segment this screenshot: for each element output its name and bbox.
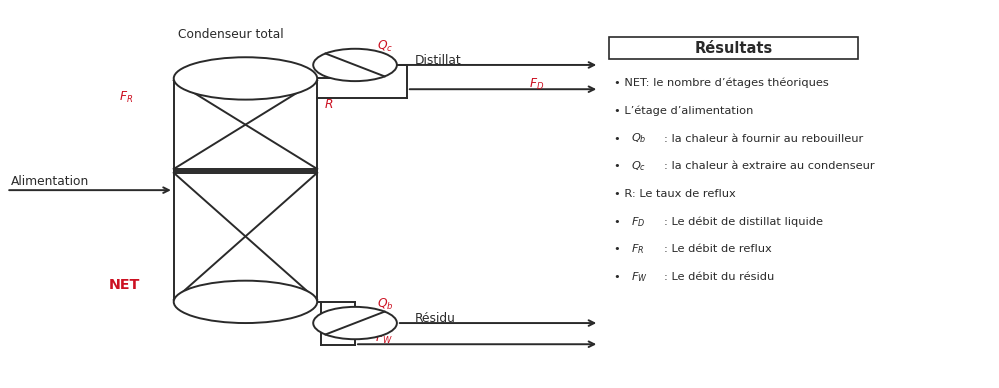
Text: • R: Le taux de reflux: • R: Le taux de reflux bbox=[614, 189, 736, 199]
Text: Résidu: Résidu bbox=[415, 312, 456, 325]
Text: $Q_b$: $Q_b$ bbox=[377, 297, 394, 312]
Text: $F_D$: $F_D$ bbox=[529, 77, 544, 92]
Text: $Q_b$: $Q_b$ bbox=[631, 132, 646, 146]
Text: Alimentation: Alimentation bbox=[11, 175, 90, 188]
Circle shape bbox=[314, 307, 397, 339]
Text: Résultats: Résultats bbox=[694, 40, 773, 55]
Text: $F_W$: $F_W$ bbox=[631, 270, 647, 284]
Ellipse shape bbox=[174, 57, 318, 100]
Text: : Le débit de reflux: : Le débit de reflux bbox=[664, 244, 771, 255]
FancyBboxPatch shape bbox=[609, 37, 858, 59]
Text: $Q_c$: $Q_c$ bbox=[631, 159, 646, 173]
Text: •: • bbox=[614, 272, 624, 282]
Text: • L’étage d’alimentation: • L’étage d’alimentation bbox=[614, 106, 753, 116]
Text: : la chaleur à fournir au rebouilleur: : la chaleur à fournir au rebouilleur bbox=[664, 133, 863, 144]
Text: $Q_c$: $Q_c$ bbox=[377, 39, 394, 54]
Text: : Le débit de distillat liquide: : Le débit de distillat liquide bbox=[664, 217, 823, 227]
Text: Condenseur total: Condenseur total bbox=[178, 28, 284, 41]
Text: NET: NET bbox=[109, 277, 140, 291]
Text: • NET: le nombre d’étages théoriques: • NET: le nombre d’étages théoriques bbox=[614, 78, 829, 88]
Text: $F_R$: $F_R$ bbox=[631, 242, 644, 256]
Text: : Le débit du résidu: : Le débit du résidu bbox=[664, 272, 774, 282]
Text: $F_R$: $F_R$ bbox=[119, 90, 133, 105]
Text: $F_W$: $F_W$ bbox=[375, 331, 393, 346]
Text: Distillat: Distillat bbox=[415, 54, 462, 67]
Text: : la chaleur à extraire au condenseur: : la chaleur à extraire au condenseur bbox=[664, 161, 874, 171]
Text: •: • bbox=[614, 161, 624, 171]
Text: R: R bbox=[325, 98, 334, 111]
Circle shape bbox=[314, 49, 397, 81]
Text: •: • bbox=[614, 244, 624, 255]
Text: •: • bbox=[614, 217, 624, 227]
Text: •: • bbox=[614, 133, 624, 144]
Text: $F_D$: $F_D$ bbox=[631, 215, 645, 229]
Ellipse shape bbox=[174, 281, 318, 323]
